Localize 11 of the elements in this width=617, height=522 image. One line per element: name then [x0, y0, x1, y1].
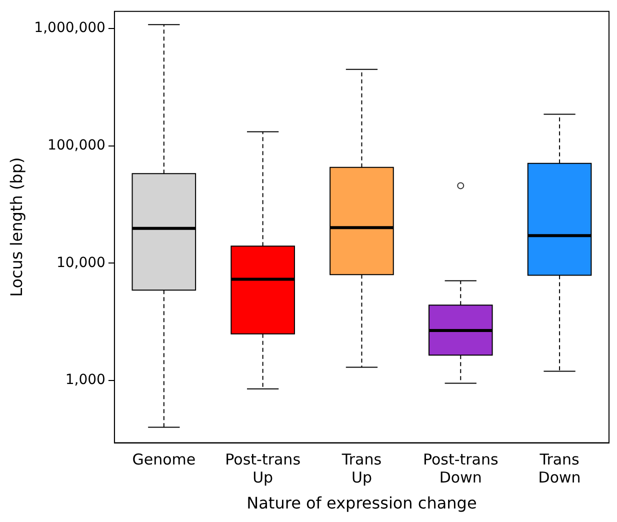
y-tick-label: 1,000,000 [34, 20, 106, 36]
y-tick-label: 100,000 [48, 138, 106, 154]
x-tick-label: Trans Down [538, 450, 581, 487]
x-axis-title: Nature of expression change [246, 494, 477, 513]
y-axis-title: Locus length (bp) [6, 157, 26, 297]
x-tick-label: Trans Up [340, 450, 382, 487]
x-tick-label: Genome [132, 450, 196, 469]
x-tick-label: Post-trans Down [422, 450, 498, 487]
x-tick-label: Post-trans Up [225, 450, 301, 487]
y-tick-label: 10,000 [56, 254, 106, 271]
y-tick-label: 1,000 [65, 372, 106, 388]
